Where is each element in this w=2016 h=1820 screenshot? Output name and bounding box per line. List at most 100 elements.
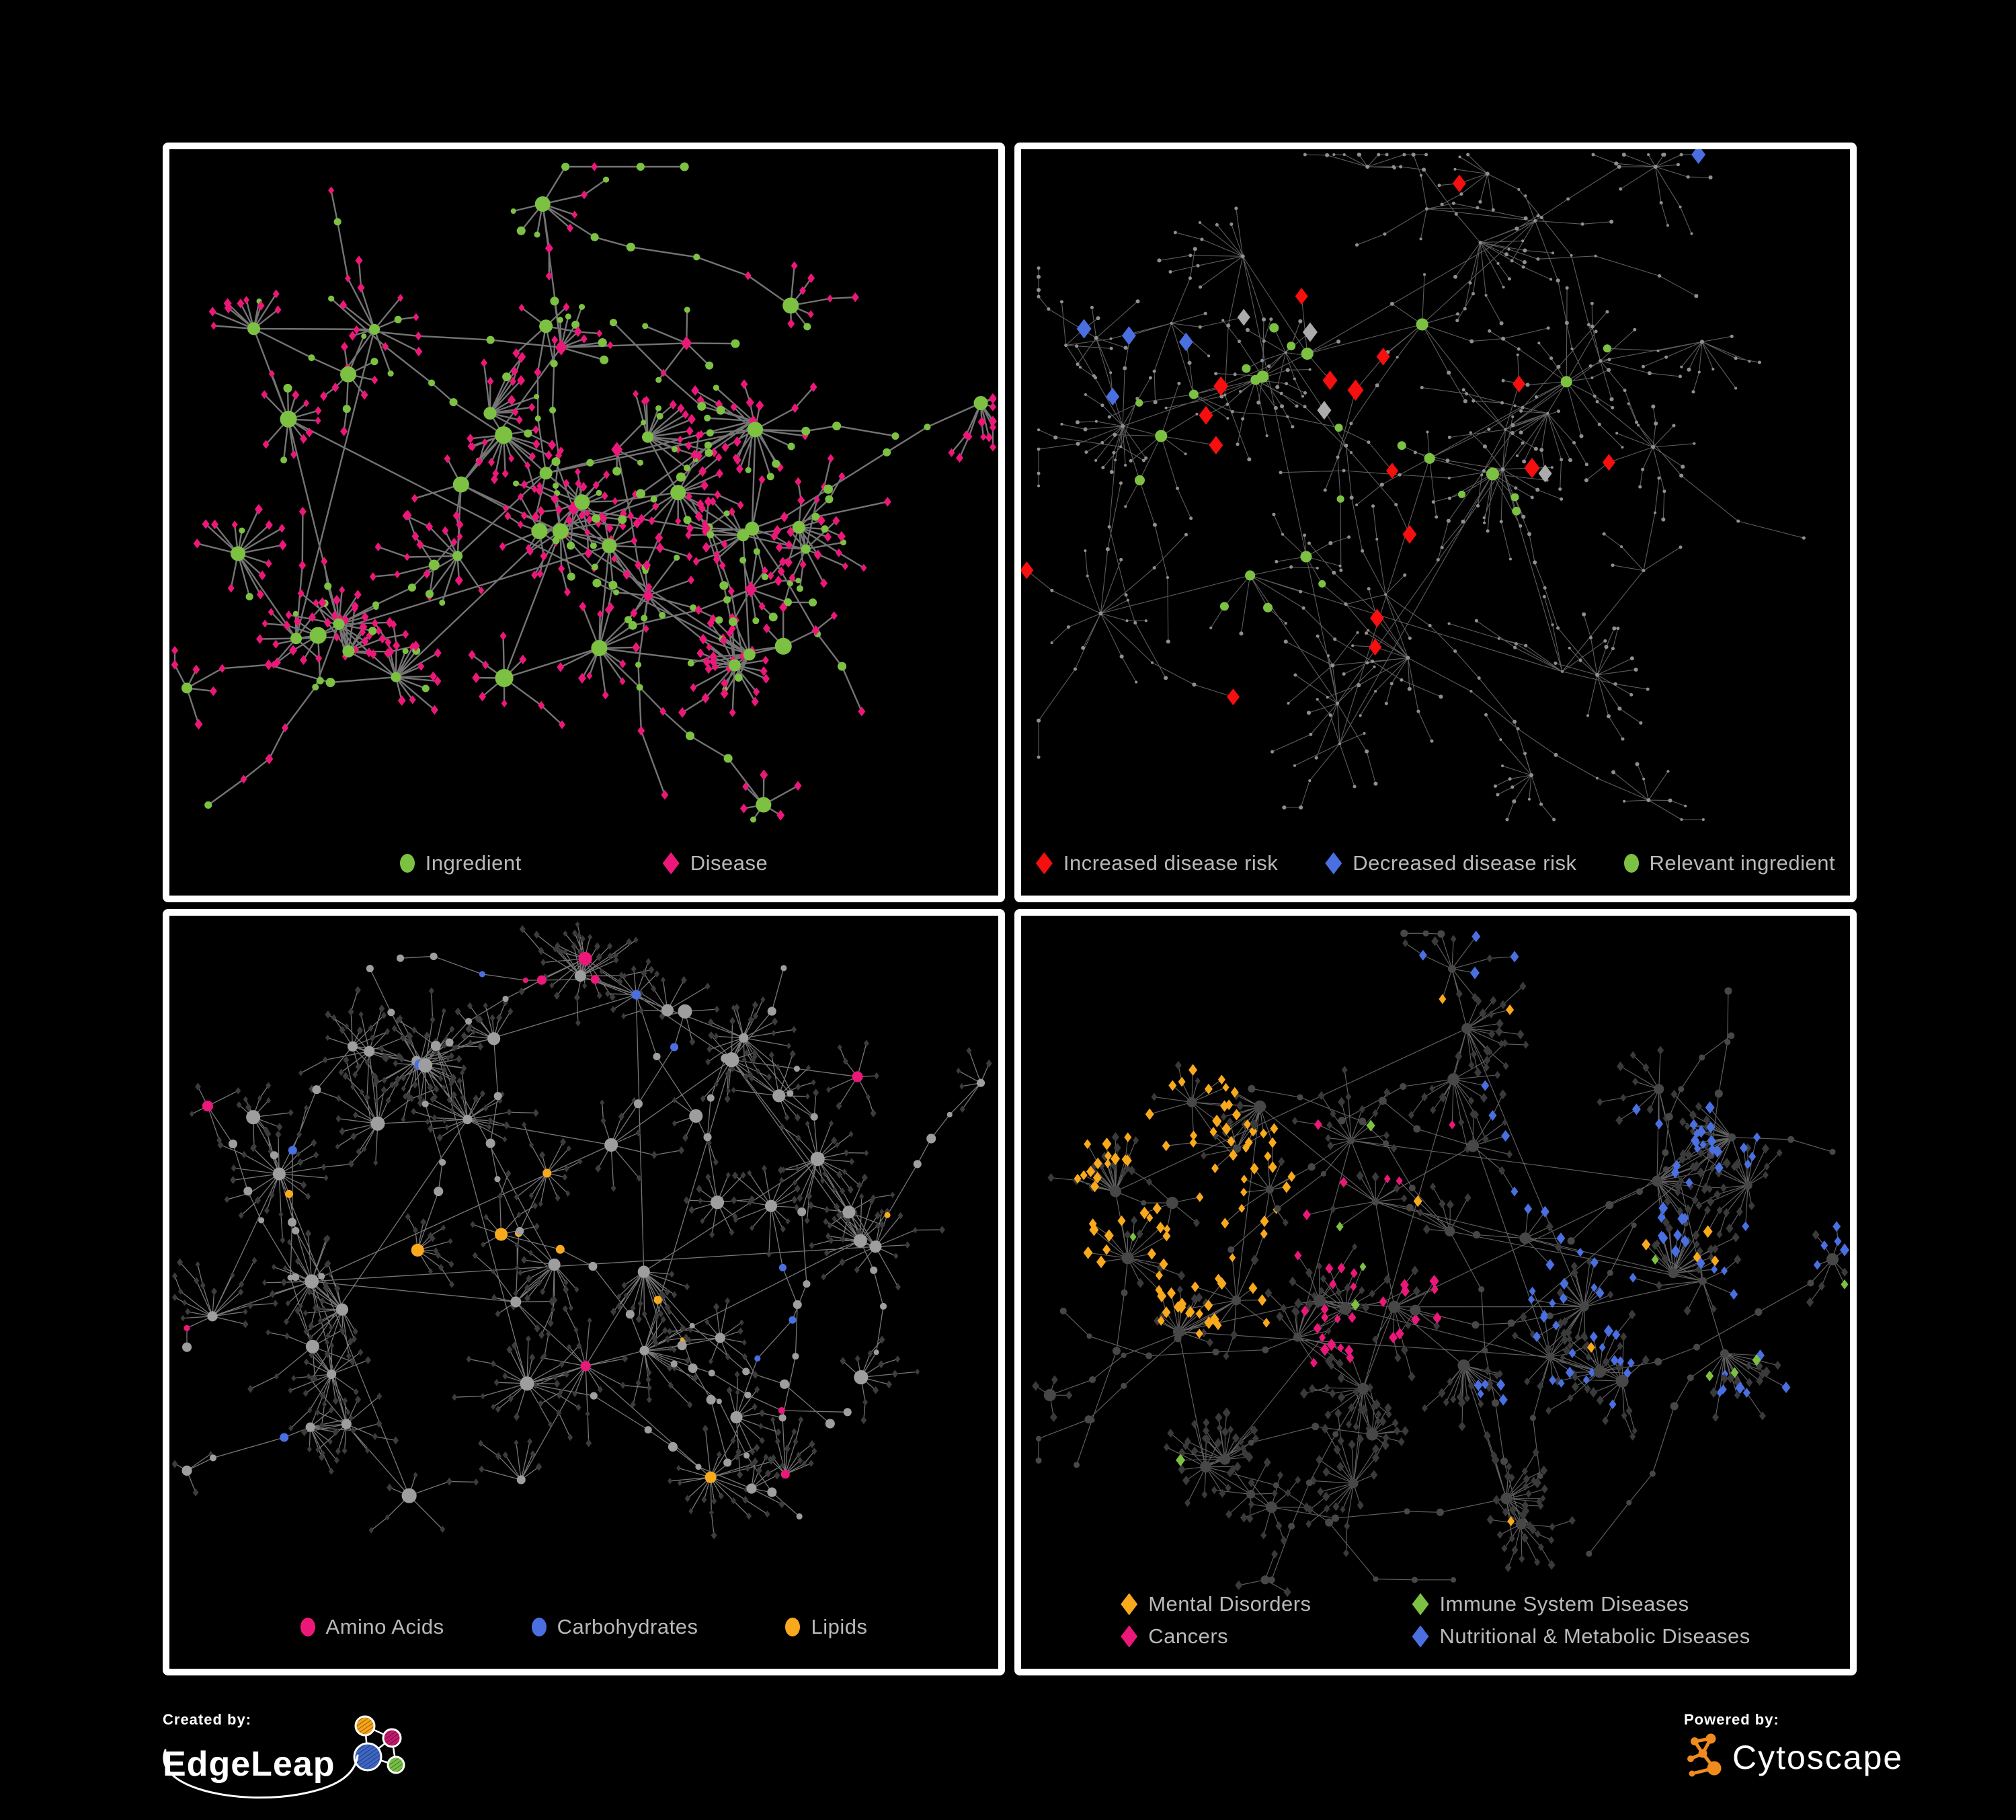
diamond-marker <box>1121 1593 1138 1616</box>
diamond-nodes <box>1347 379 1364 401</box>
diamond-nodes <box>1213 370 1338 396</box>
legend-item-immune-system-diseases: Immune System Diseases <box>1412 1592 1750 1616</box>
legend-item-amino-acids: Amino Acids <box>300 1615 444 1639</box>
diamond-nodes <box>567 442 623 516</box>
network-svg-ingredient-disease <box>171 162 997 823</box>
diamond-nodes <box>1319 1120 1456 1353</box>
legend-disease-categories: Mental Disorders Immune System Diseases Ca… <box>1031 1592 1841 1649</box>
diamond-nodes <box>1237 309 1250 326</box>
diamond-nodes <box>1301 1119 1387 1363</box>
cytoscape-logo-nodes <box>1687 1733 1722 1777</box>
legend-label: Relevant ingredient <box>1649 851 1836 875</box>
diamond-nodes <box>1470 966 1849 1394</box>
legend-item-nutritional-metabolic-diseases: Nutritional & Metabolic Diseases <box>1412 1624 1750 1649</box>
diamond-nodes <box>1477 1129 1729 1398</box>
diamond-nodes <box>1083 1115 1713 1329</box>
circle-nodes <box>1135 399 1466 588</box>
circle-nodes <box>1043 1073 1839 1441</box>
diamond-nodes <box>1086 1064 1651 1318</box>
diamond-nodes <box>1227 288 1615 706</box>
diamond-marker <box>1412 1625 1429 1648</box>
panel-disease-risk: Increased disease risk Decreased disease … <box>1014 143 1857 902</box>
diamond-nodes <box>1471 931 1791 1406</box>
circle-nodes <box>1059 1032 1814 1583</box>
diamond-nodes <box>1418 949 1841 1379</box>
circle-nodes <box>290 431 654 645</box>
cytoscape-logo-icon <box>1687 1733 1722 1777</box>
circle-nodes <box>325 472 833 688</box>
circle-nodes <box>778 1263 797 1324</box>
legend-disease-risk: Increased disease risk Decreased disease … <box>1031 851 1841 875</box>
circle-nodes <box>182 1033 936 1497</box>
legend-label: Nutritional & Metabolic Diseases <box>1439 1624 1750 1648</box>
diamond-nodes <box>1481 1132 1842 1409</box>
diamond-nodes <box>1705 1367 1739 1382</box>
network-svg-disease-categories <box>1032 929 1849 1597</box>
diamond-nodes <box>1386 463 1398 479</box>
circle-nodes <box>280 253 931 691</box>
diamond-nodes <box>1088 1004 1720 1353</box>
powered-by-label: Powered by: <box>1684 1711 1779 1728</box>
diamond-nodes <box>1076 319 1092 339</box>
legend-ingredient-classes: Amino Acids Carbohydrates Lipids <box>179 1615 989 1639</box>
legend-item-mental-disorders: Mental Disorders <box>1121 1592 1311 1616</box>
circle-nodes <box>534 196 772 813</box>
diamond-nodes <box>1090 935 1848 1567</box>
diamond-nodes <box>1104 1082 1280 1318</box>
cytoscape-credit: Powered by: <box>1684 1711 1903 1782</box>
diamond-nodes <box>177 925 992 1540</box>
diamond-nodes <box>1538 465 1552 483</box>
diamond-nodes <box>1021 174 1466 580</box>
circle-nodes <box>1186 1084 1679 1279</box>
circle-nodes <box>1036 1171 1689 1583</box>
circle-nodes <box>228 1006 807 1485</box>
circle-nodes <box>202 1071 863 1112</box>
diamond-nodes <box>1336 1222 1849 1290</box>
circle-nodes <box>1035 930 1836 1583</box>
diamond-nodes <box>1317 401 1332 420</box>
circle-nodes <box>247 322 805 534</box>
circle-nodes <box>542 1169 565 1254</box>
circle-nodes <box>1084 964 1736 1527</box>
circle-nodes <box>1246 1181 1752 1585</box>
circle-nodes <box>1037 153 1806 822</box>
legend-item-ingredient: Ingredient <box>399 851 522 875</box>
diamond-marker <box>1325 852 1342 875</box>
edgeleap-logo-nodes <box>353 1715 405 1774</box>
edgeleap-wordmark: EdgeLeap <box>163 1745 335 1784</box>
circle-nodes <box>590 975 790 1479</box>
diamond-nodes <box>1222 1045 1771 1489</box>
legend-label: Carbohydrates <box>557 1615 698 1638</box>
network-edges <box>1035 933 1845 1593</box>
circle-nodes <box>479 971 761 1362</box>
panel-ingredient-disease: Ingredient Disease <box>163 143 1005 902</box>
circle-nodes <box>1232 1296 1589 1489</box>
network-svg-disease-risk <box>1021 149 1806 822</box>
diamond-nodes <box>171 255 997 814</box>
diamond-nodes <box>178 921 965 1534</box>
diamond-marker <box>1412 1593 1429 1616</box>
circle-nodes <box>280 1146 297 1442</box>
circle-nodes <box>283 162 847 763</box>
circle-nodes <box>1219 342 1521 611</box>
diamond-nodes <box>1344 1279 1442 1357</box>
circle-nodes <box>1155 318 1428 442</box>
diamond-nodes <box>194 243 997 821</box>
circle-nodes <box>270 1038 985 1467</box>
circle-nodes <box>689 1111 953 1404</box>
legend-label: Immune System Diseases <box>1439 1592 1689 1616</box>
circle-nodes <box>1109 1185 1531 1513</box>
circle-nodes <box>364 1045 522 1308</box>
circle-nodes <box>305 1109 867 1353</box>
diamond-nodes <box>643 335 692 603</box>
circle-nodes <box>342 163 891 682</box>
legend-item-decreased-disease-risk: Decreased disease risk <box>1325 851 1576 875</box>
circle-marker <box>531 1618 547 1636</box>
legend-label: Decreased disease risk <box>1353 851 1577 875</box>
circle-nodes <box>258 965 803 1520</box>
circle-nodes <box>280 410 792 655</box>
circle-nodes <box>1334 344 1611 502</box>
diamond-marker <box>662 852 680 875</box>
circle-nodes <box>745 396 988 536</box>
cytoscape-wordmark: Cytoscape <box>1732 1739 1904 1776</box>
